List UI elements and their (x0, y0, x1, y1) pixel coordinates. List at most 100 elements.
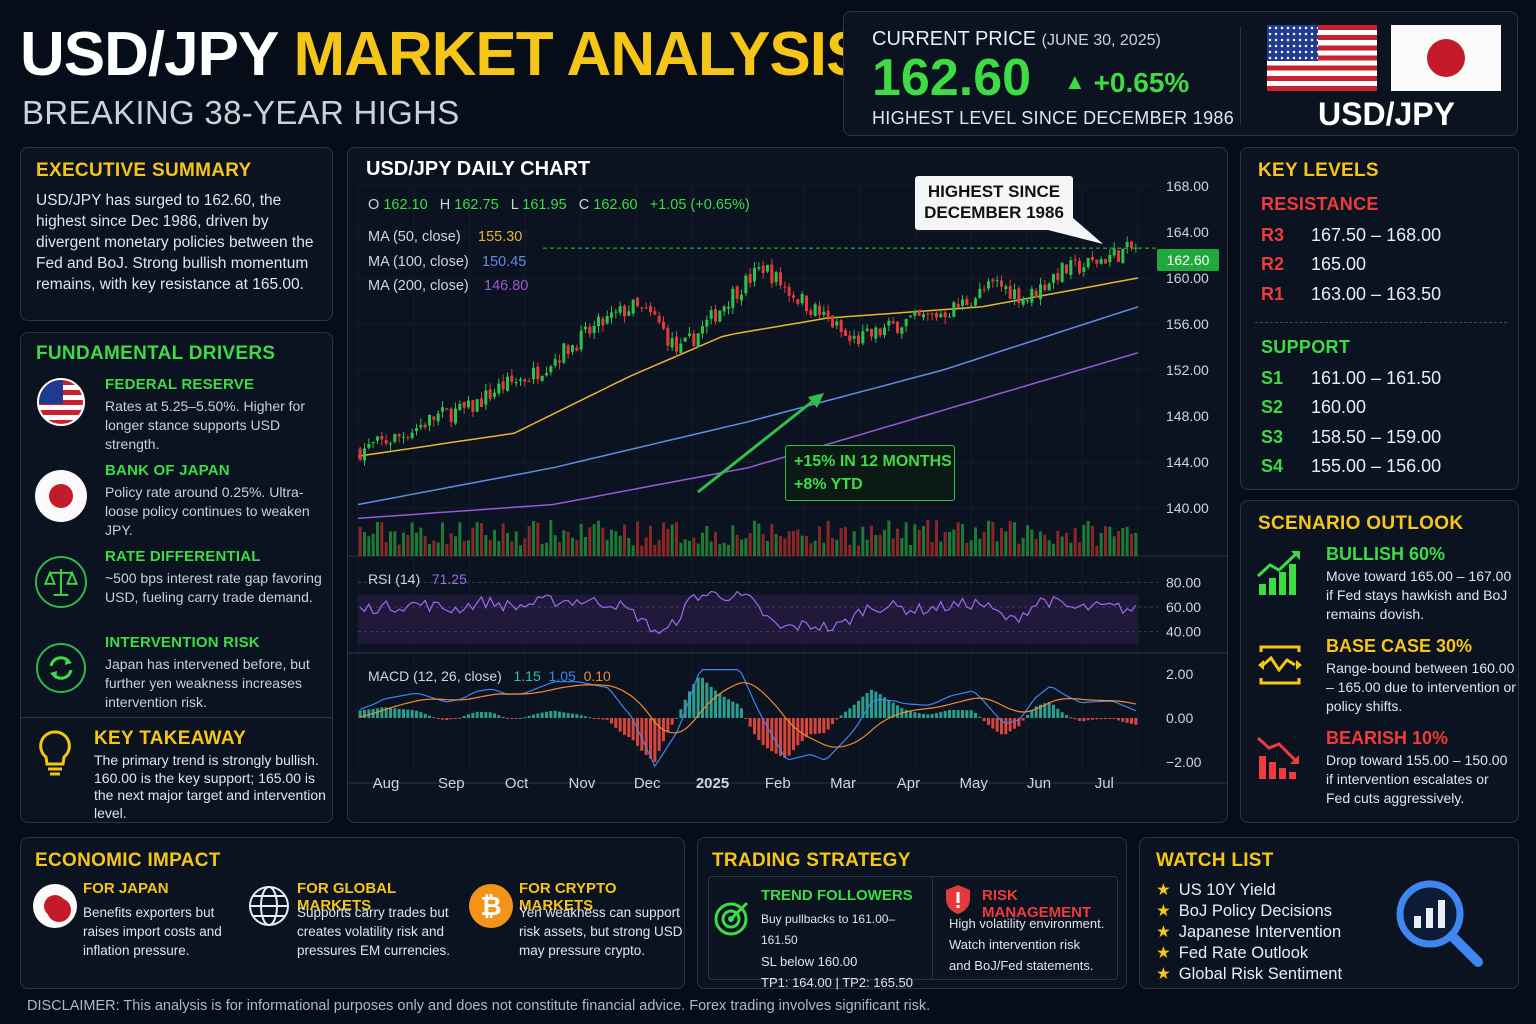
macd-histogram-bar (631, 718, 635, 741)
volume-bar (614, 531, 618, 556)
macd-histogram-bar (492, 713, 497, 718)
volume-bar (1121, 528, 1125, 556)
candle-body (640, 307, 644, 309)
macd-histogram-bar (527, 715, 531, 718)
impact-text: Benefits exporters but raises import cos… (83, 905, 222, 958)
candle-body (813, 304, 817, 316)
candle-body (575, 347, 579, 351)
macd-tick-label: 2.00 (1166, 666, 1193, 682)
volume-bar (809, 543, 813, 556)
candle-body (1047, 283, 1051, 291)
volume-bar (856, 545, 861, 556)
volume-bar (926, 520, 930, 556)
executive-summary-panel: EXECUTIVE SUMMARY USD/JPY has surged to … (20, 147, 333, 321)
macd-histogram-bar (575, 714, 579, 718)
macd-histogram-bar (757, 718, 761, 741)
macd-histogram-bar (514, 718, 518, 719)
macd-histogram-bar (592, 718, 596, 719)
macd-histogram-bar (1086, 718, 1090, 721)
macd-histogram-bar (1017, 718, 1021, 727)
daily-chart-panel: 168.00 164.00 160.00 156.00 152.00 148.00 144.… (347, 147, 1229, 823)
candle-body (592, 325, 596, 334)
macd-histogram-bar (679, 709, 683, 718)
candle-body (458, 403, 462, 411)
macd-histogram-bar (1069, 717, 1073, 719)
macd-histogram-bar (523, 717, 527, 719)
key-takeaway: KEY TAKEAWAY The primary trend is strong… (21, 717, 332, 822)
macd-histogram-bar (744, 718, 748, 719)
level-key: R3 (1261, 225, 1285, 245)
macd-histogram-bar (986, 718, 991, 726)
impact-title: FOR JAPAN (83, 880, 169, 897)
watch-item-label: US 10Y Yield (1178, 881, 1276, 899)
macd-histogram-bar (731, 701, 735, 718)
volume-bar (722, 542, 726, 556)
macd-histogram-bar (748, 718, 752, 727)
volume-bar (627, 538, 631, 556)
volume-bar (692, 537, 696, 556)
star-icon: ★ (1156, 881, 1171, 899)
range-icon (1258, 645, 1302, 685)
macd-histogram-bar (878, 694, 882, 718)
us-flag-icon (1267, 25, 1377, 91)
candle-body (900, 327, 904, 334)
candle-body (380, 435, 384, 440)
candle-body (683, 337, 687, 342)
candle-body (1034, 290, 1038, 298)
macd-histogram-bar (401, 709, 406, 718)
macd-histogram-bar (861, 696, 865, 718)
macd-histogram-bar (921, 714, 926, 718)
candle-body (700, 326, 705, 334)
volume-bar (943, 531, 947, 556)
volume-bar (783, 538, 787, 556)
macd-histogram-bar (783, 718, 787, 759)
macd-histogram-bar (978, 716, 982, 718)
candle-body (666, 327, 670, 346)
price-change: ▲ +0.65% (1064, 67, 1189, 99)
volume-bar (475, 522, 479, 556)
divider (1255, 322, 1507, 323)
volume-bar (852, 531, 856, 556)
volume-bar (648, 525, 653, 556)
macd-histogram-bar (657, 718, 661, 752)
volume-bar (596, 520, 601, 556)
volume-bar (947, 531, 952, 556)
ma50-value: 155.30 (478, 229, 523, 245)
watch-list-panel: WATCH LIST ★ US 10Y Yield ★ BoJ Policy Dec… (1139, 837, 1519, 989)
volume-bar (401, 532, 406, 556)
macd-histogram-bar (1060, 712, 1064, 718)
volume-bar (900, 538, 904, 556)
x-tick-label: Apr (897, 775, 920, 792)
volume-bar (666, 528, 670, 556)
volume-bar (644, 537, 648, 556)
price-tick-label: 160.00 (1166, 270, 1209, 286)
volume-bar (436, 542, 440, 556)
macd-histogram-bar (804, 718, 809, 738)
level-value: 167.50 – 168.00 (1311, 225, 1442, 245)
level-key: R1 (1261, 284, 1285, 304)
price-tick-label: 140.00 (1166, 500, 1209, 516)
driver-title: INTERVENTION RISK (105, 634, 260, 651)
volume-bar (466, 540, 471, 556)
candle-body (1112, 248, 1116, 256)
volume-bar (930, 541, 934, 556)
volume-bar (1021, 537, 1025, 556)
macd-histogram-bar (709, 686, 713, 718)
volume-bar (501, 523, 505, 556)
impact-title: FOR GLOBAL MARKETS (297, 880, 396, 914)
candle-body (1043, 284, 1047, 290)
macd-histogram-bar (579, 715, 583, 718)
candle-body (991, 279, 995, 282)
volume-bar (778, 536, 783, 556)
volume-bar (822, 542, 826, 556)
candle-body (679, 343, 683, 354)
candle-body (744, 275, 748, 294)
volume-bar (917, 529, 921, 556)
volume-bar (696, 543, 700, 556)
candle-body (713, 309, 718, 322)
candle-body (1090, 256, 1095, 260)
candle-body (757, 267, 761, 269)
volume-bar (869, 525, 874, 556)
volume-bar (1012, 522, 1017, 556)
candle-body (432, 416, 436, 420)
